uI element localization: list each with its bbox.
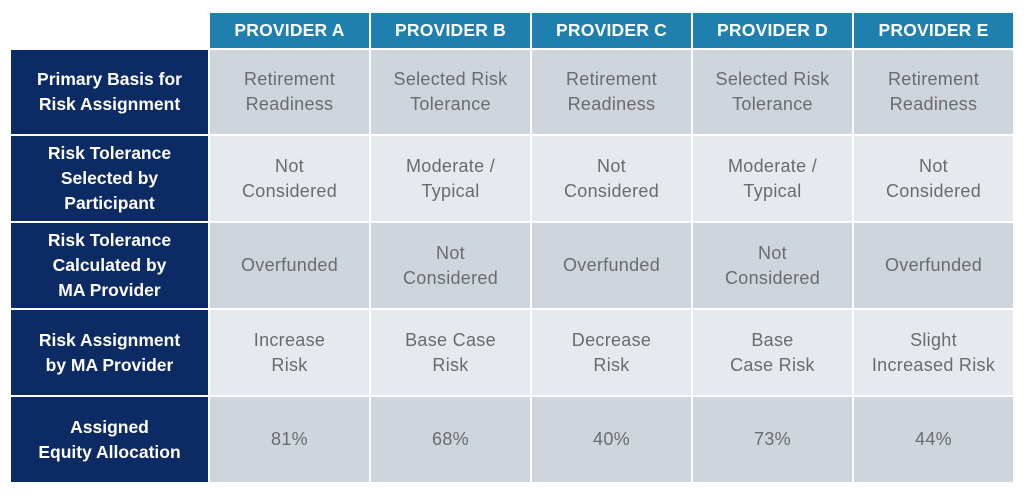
table-cell: Retirement Readiness — [210, 50, 369, 134]
column-header-provider-e: PROVIDER E — [854, 13, 1013, 48]
table-cell: Increase Risk — [210, 310, 369, 395]
table-cell: Decrease Risk — [532, 310, 691, 395]
table-cell: Base Case Risk — [693, 310, 852, 395]
table-cell: 40% — [532, 397, 691, 482]
table-cell: Moderate / Typical — [371, 136, 530, 221]
table-cell: 73% — [693, 397, 852, 482]
table-cell: Not Considered — [371, 223, 530, 308]
column-header-provider-b: PROVIDER B — [371, 13, 530, 48]
table-cell: Selected Risk Tolerance — [693, 50, 852, 134]
row-header-primary-basis: Primary Basis for Risk Assignment — [11, 50, 208, 134]
row-header-risk-tolerance-selected: Risk Tolerance Selected by Participant — [11, 136, 208, 221]
table-cell: Slight Increased Risk — [854, 310, 1013, 395]
row-header-risk-tolerance-calculated: Risk Tolerance Calculated by MA Provider — [11, 223, 208, 308]
provider-comparison-table: PROVIDER A PROVIDER B PROVIDER C PROVIDE… — [11, 13, 1013, 482]
table-cell: 81% — [210, 397, 369, 482]
column-header-provider-d: PROVIDER D — [693, 13, 852, 48]
table-cell: 68% — [371, 397, 530, 482]
table-cell: Retirement Readiness — [532, 50, 691, 134]
table-corner — [11, 13, 208, 48]
column-header-provider-a: PROVIDER A — [210, 13, 369, 48]
table-cell: Moderate / Typical — [693, 136, 852, 221]
table-cell: Selected Risk Tolerance — [371, 50, 530, 134]
column-header-provider-c: PROVIDER C — [532, 13, 691, 48]
row-header-assigned-equity-allocation: Assigned Equity Allocation — [11, 397, 208, 482]
table-cell: Retirement Readiness — [854, 50, 1013, 134]
table-cell: Not Considered — [210, 136, 369, 221]
table-cell: 44% — [854, 397, 1013, 482]
table-cell: Base Case Risk — [371, 310, 530, 395]
table-cell: Overfunded — [854, 223, 1013, 308]
table-cell: Overfunded — [532, 223, 691, 308]
table-cell: Not Considered — [854, 136, 1013, 221]
row-header-risk-assignment: Risk Assignment by MA Provider — [11, 310, 208, 395]
table-cell: Overfunded — [210, 223, 369, 308]
table-cell: Not Considered — [532, 136, 691, 221]
table-cell: Not Considered — [693, 223, 852, 308]
